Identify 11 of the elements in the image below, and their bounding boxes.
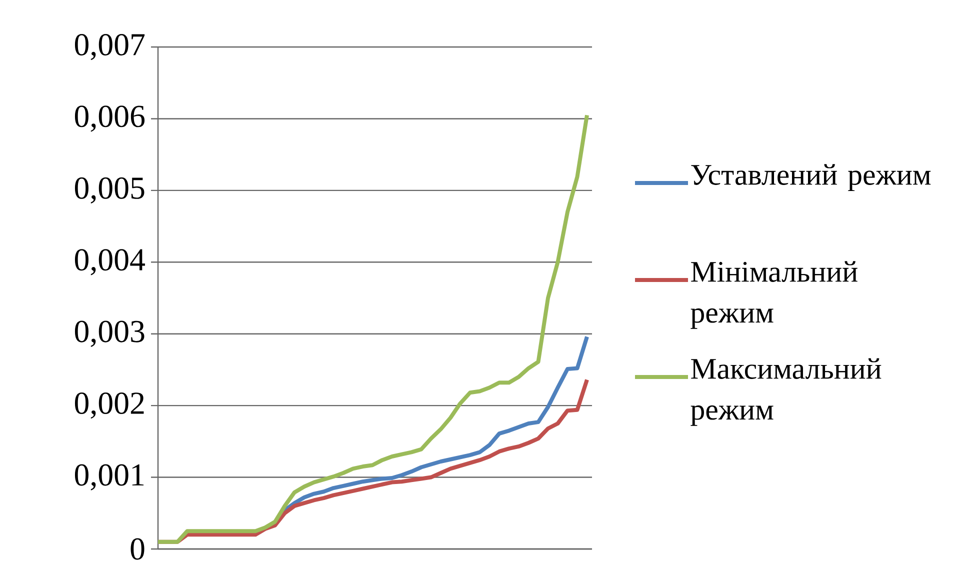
y-tick-label: 0,004 (74, 249, 145, 276)
y-tick-label: 0,007 (74, 34, 145, 60)
y-tick-label: 0,001 (74, 464, 144, 490)
y-tick-label: 0 (130, 538, 144, 560)
legend-label: Мінімальний режим (690, 261, 858, 329)
legend-label: Уставлений режим (691, 164, 931, 192)
y-tick-label: 0,002 (74, 392, 144, 419)
y-tick-label: 0,006 (74, 106, 145, 132)
y-tick-label: 0,005 (74, 177, 144, 204)
y-tick-label: 0,003 (74, 320, 144, 347)
legend-label: Максимальний режим (690, 358, 882, 426)
